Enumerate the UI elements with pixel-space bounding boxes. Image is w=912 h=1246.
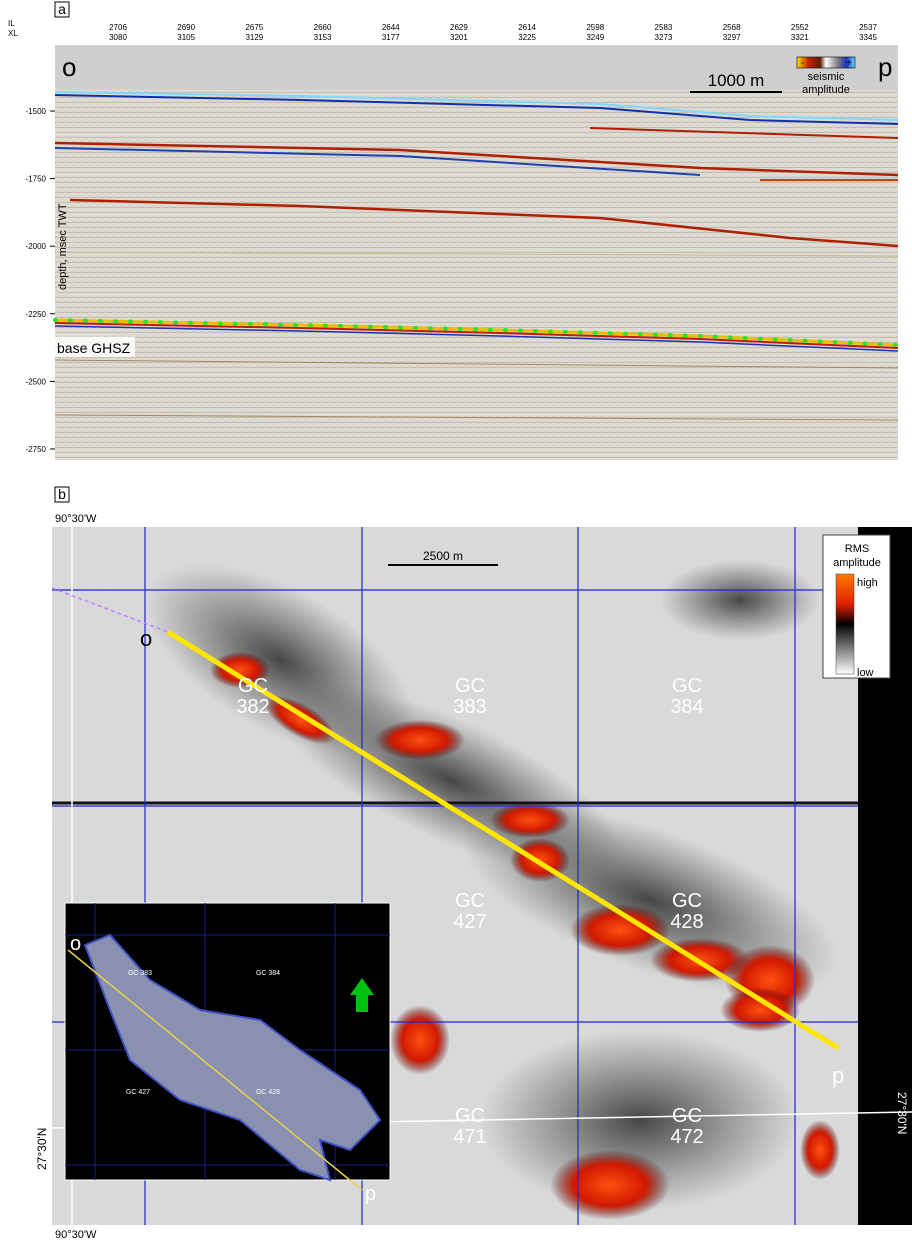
legend-title: amplitude (802, 84, 850, 96)
il-tick-label: 2690 (177, 23, 195, 32)
longitude-label: 90°30'W (55, 1229, 97, 1241)
legend-title: RMS (845, 543, 869, 555)
color-bar (796, 56, 856, 69)
block-name: GC (238, 675, 268, 697)
panel-label: a (58, 1, 66, 17)
block-number: 383 (453, 696, 486, 718)
il-tick-label: 2629 (450, 23, 468, 32)
label-bg (55, 337, 135, 357)
legend-box (822, 534, 891, 679)
water-column (55, 45, 898, 90)
block-name: GC (455, 1105, 485, 1127)
xl-tick-label: 3225 (518, 33, 536, 42)
horizon-picks (53, 318, 900, 347)
panel-label: b (58, 486, 66, 502)
y-tick-label: -1750 (26, 175, 47, 184)
il-tick-label: 2583 (655, 23, 673, 32)
il-tick-label: 2644 (382, 23, 400, 32)
y-tick-label: -1500 (26, 107, 47, 116)
il-tick-label: 2660 (314, 23, 332, 32)
end-label: o (62, 52, 76, 82)
legend-high: high (857, 577, 878, 589)
color-bar (835, 573, 855, 675)
inset-block-label: GC 427 (126, 1089, 150, 1096)
legend-title: amplitude (833, 557, 881, 569)
xl-tick-label: 3177 (382, 33, 400, 42)
end-label: p (878, 52, 892, 82)
legend-title: seismic (808, 71, 845, 83)
il-tick-label: 2537 (859, 23, 877, 32)
panel-label-box (54, 1, 70, 18)
inset-profile (67, 949, 363, 1191)
xl-tick-label: 3273 (655, 33, 673, 42)
il-tick-label: 2598 (586, 23, 604, 32)
block-number: 471 (453, 1126, 486, 1148)
il-tick-label: 2552 (791, 23, 809, 32)
xl-tick-label: 3321 (791, 33, 809, 42)
block-number: 384 (670, 696, 703, 718)
inset-block-label: GC 384 (256, 970, 280, 977)
inset-block-label: GC 428 (256, 1089, 280, 1096)
inset-survey (83, 933, 382, 1182)
y-tick-label: -2500 (26, 377, 47, 386)
legend-min: - (801, 58, 804, 69)
panel-label-box (54, 486, 70, 503)
xl-tick-label: 3129 (245, 33, 263, 42)
axis-label: depth, msec TWT (57, 203, 69, 290)
latitude-label: 27°30'N (35, 1128, 49, 1170)
il-tick-label: 2568 (723, 23, 741, 32)
inset-end: p (365, 1183, 376, 1205)
line-start: o (140, 626, 152, 651)
xl-tick-label: 3345 (859, 33, 877, 42)
line-end: p (832, 1063, 844, 1088)
y-tick-label: -2250 (26, 310, 47, 319)
scale-bar-label: 1000 m (708, 71, 765, 90)
xl-tick-label: 3297 (723, 33, 741, 42)
block-number: 427 (453, 911, 486, 933)
il-tick-label: 2706 (109, 23, 127, 32)
y-tick-label: -2750 (26, 445, 47, 454)
y-tick-label: -2000 (26, 242, 47, 251)
legend-max: + (846, 58, 852, 69)
horizons (54, 91, 899, 421)
legend-low: low (857, 667, 874, 679)
scale-bar-label: 2500 m (423, 549, 463, 563)
latitude-label: 27°30'N (895, 1092, 909, 1134)
north-arrow (350, 978, 374, 1012)
xl-tick-label: 3080 (109, 33, 127, 42)
block-name: GC (455, 890, 485, 912)
xl-label: XL (8, 29, 18, 38)
block-number: 382 (236, 696, 269, 718)
inset-start: o (70, 933, 81, 955)
horizon-label: base GHSZ (57, 340, 131, 356)
il-tick-label: 2675 (245, 23, 263, 32)
il-label: IL (8, 19, 15, 28)
inset-block-label: GC 383 (128, 970, 152, 977)
block-name: GC (672, 890, 702, 912)
block-number: 428 (670, 911, 703, 933)
xl-tick-label: 3153 (314, 33, 332, 42)
block-name: GC (672, 675, 702, 697)
longitude-label: 90°30'W (55, 513, 97, 525)
block-name: GC (455, 675, 485, 697)
xl-tick-label: 3249 (586, 33, 604, 42)
profile-line (166, 629, 840, 1051)
block-name: GC (672, 1105, 702, 1127)
il-tick-label: 2614 (518, 23, 536, 32)
xl-tick-label: 3201 (450, 33, 468, 42)
block-number: 472 (670, 1126, 703, 1148)
xl-tick-label: 3105 (177, 33, 195, 42)
